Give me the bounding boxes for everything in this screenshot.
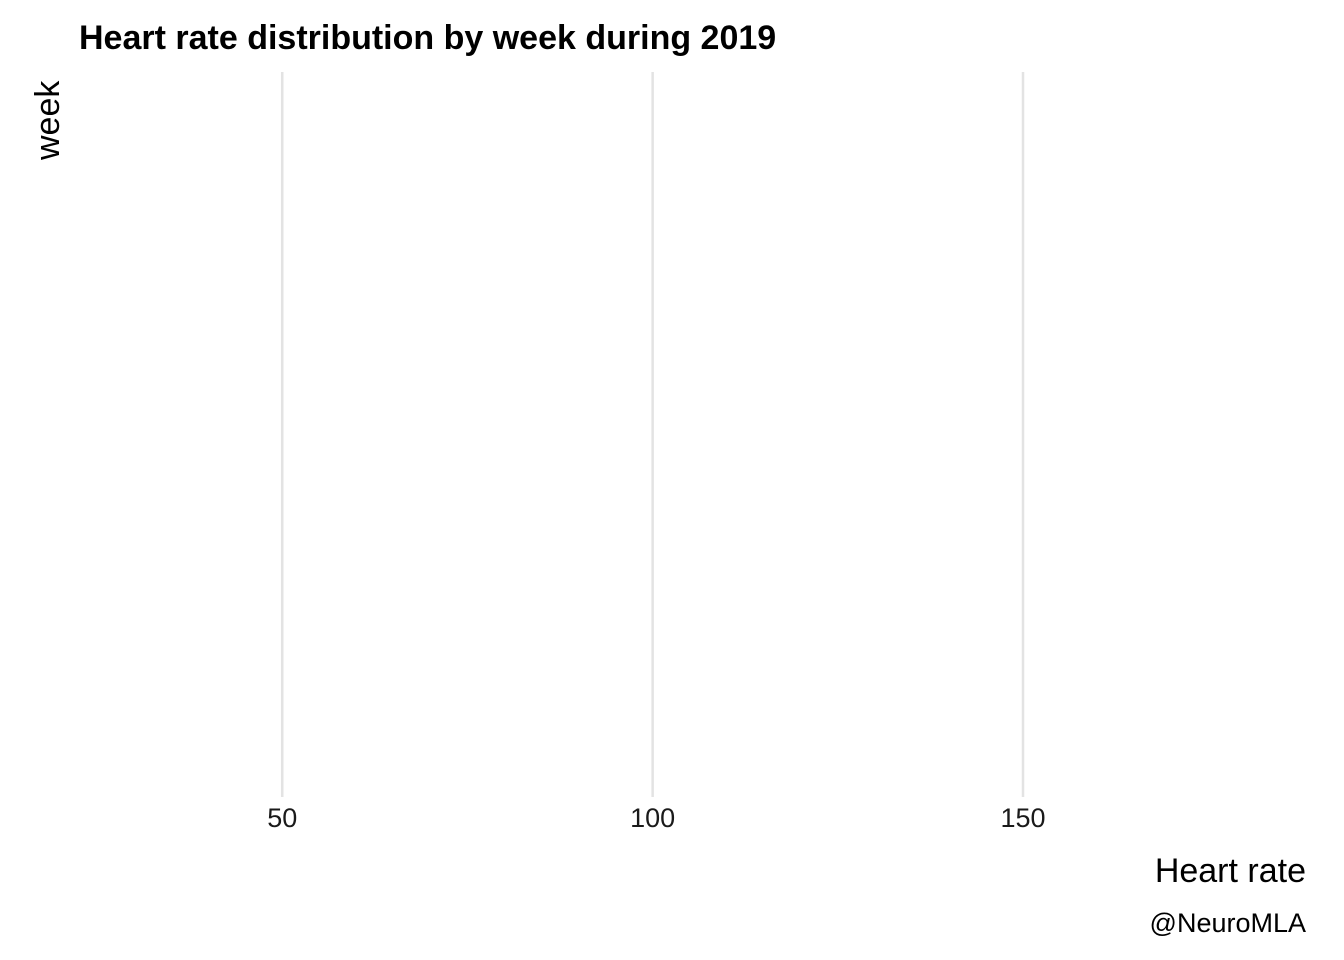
chart-title: Heart rate distribution by week during 2… [79,19,776,57]
x-tick-label-150: 150 [1000,803,1045,833]
x-axis-title: Heart rate [1155,852,1306,890]
chart-caption: @NeuroMLA [1150,908,1306,938]
x-tick-label-50: 50 [267,803,297,833]
x-gridlines [280,72,1025,797]
x-axis-tick-labels: 50 100 150 [267,803,1045,833]
y-axis-title: week [29,80,67,161]
x-tick-label-100: 100 [630,803,675,833]
plot-panel [280,72,1025,797]
